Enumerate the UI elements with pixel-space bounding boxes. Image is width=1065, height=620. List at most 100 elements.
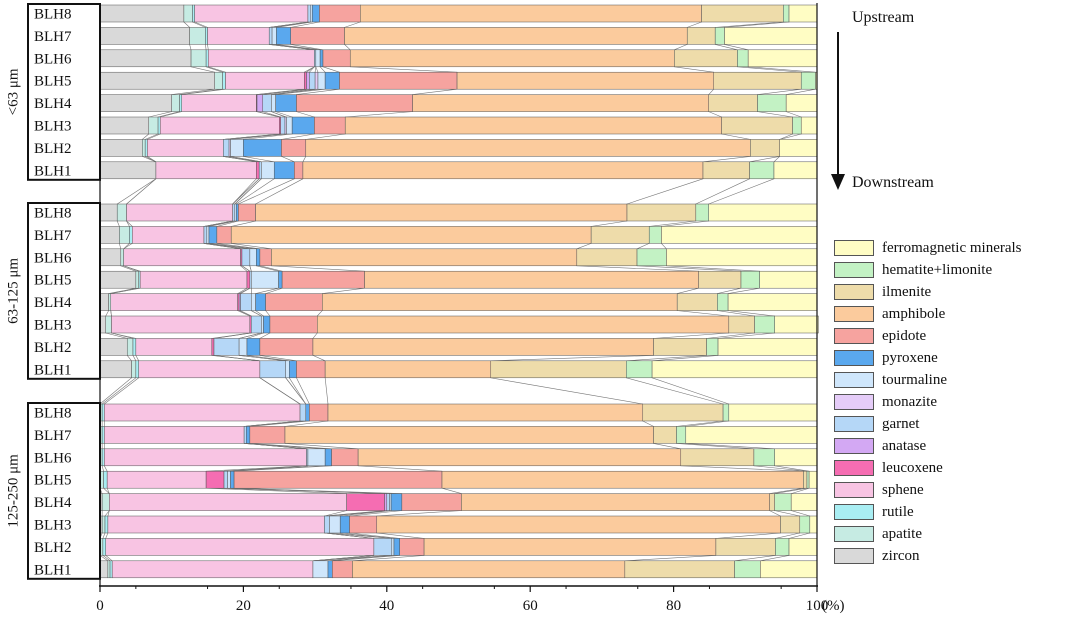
bar-segment: [99, 203, 118, 222]
connector-line: [276, 21, 313, 28]
bar-segment: [713, 71, 802, 90]
connector-line: [255, 310, 264, 317]
connector-line: [352, 555, 425, 562]
bar-segment: [255, 293, 266, 311]
connector-line: [104, 510, 110, 517]
sample-bar: [99, 360, 818, 379]
bar-segment: [322, 49, 351, 68]
sample-label: BLH6: [34, 250, 72, 266]
bar-segment: [590, 226, 650, 244]
connector-line: [760, 555, 790, 562]
bar-segment: [139, 270, 248, 289]
legend-label: anatase: [882, 438, 927, 454]
bar-segment: [391, 538, 395, 556]
connector-line: [239, 332, 262, 339]
connector-line: [322, 66, 340, 73]
bar-segment: [262, 94, 272, 112]
sample-bar: [99, 338, 818, 356]
legend-item: garnet: [834, 414, 1065, 436]
connector-line: [126, 220, 133, 227]
connector-line: [249, 265, 252, 272]
sample-label: BLH3: [34, 318, 72, 334]
bar-segment: [99, 293, 109, 311]
connector-line: [576, 243, 592, 250]
connector-line: [142, 133, 149, 140]
connector-line: [208, 66, 226, 73]
connector-line: [256, 265, 279, 272]
bar-segment: [324, 515, 330, 534]
sample-label: BLH7: [34, 228, 72, 244]
sample-bar: [99, 139, 818, 157]
bar-segment: [642, 403, 724, 422]
legend-label: leucoxene: [882, 460, 943, 476]
bar-segment: [99, 139, 143, 157]
sample-bar: [99, 538, 818, 556]
bar-segment: [384, 493, 388, 511]
connector-line: [116, 220, 120, 227]
bar-segment: [103, 470, 108, 489]
bar-segment: [286, 116, 293, 135]
bar-segment: [339, 515, 350, 534]
bar-area: BLH8 BLH7 BLH6 BLH5 BLH4 BLH3 BLH2 BLH1 BLH8 BLH7…: [34, 4, 819, 579]
legend-item: zircon: [834, 546, 1065, 568]
connector-line: [306, 66, 315, 73]
connector-line: [281, 133, 315, 140]
sample-label: BLH8: [34, 406, 72, 422]
connector-line: [591, 220, 628, 227]
sample-bar: [99, 426, 818, 444]
sample-bar: [99, 116, 818, 135]
bar-segment: [774, 448, 818, 467]
sample-bar: [99, 515, 818, 534]
connector-line: [653, 443, 681, 450]
bar-segment: [760, 560, 818, 579]
bar-segment: [106, 470, 207, 489]
bar-segment: [309, 403, 329, 422]
connector-line: [208, 243, 257, 250]
bar-segment: [754, 315, 775, 334]
bar-segment: [686, 27, 716, 45]
connector-line: [685, 420, 729, 427]
bar-segment: [246, 270, 251, 289]
bar-segment: [757, 94, 787, 112]
legend-swatch: [834, 548, 874, 564]
connector-line: [340, 510, 392, 517]
connector-line: [753, 465, 807, 472]
legend-item: hematite+limonite: [834, 260, 1065, 282]
sample-bar: [99, 293, 818, 311]
bar-segment: [99, 27, 190, 45]
bar-segment: [774, 315, 819, 334]
connector-line: [441, 487, 462, 494]
connector-line: [147, 133, 161, 140]
x-tick-label: 20: [236, 598, 251, 614]
connector-line: [791, 487, 810, 494]
bar-segment: [312, 560, 329, 579]
connector-line: [208, 220, 237, 227]
bar-segment: [281, 270, 365, 289]
bar-segment: [785, 94, 818, 112]
bar-segment: [251, 315, 262, 334]
legend-swatch: [834, 328, 874, 344]
bar-segment: [357, 448, 682, 467]
bar-segment: [216, 226, 232, 244]
bar-segment: [268, 27, 273, 45]
sample-label: BLH4: [34, 96, 72, 112]
legend-swatch: [834, 438, 874, 454]
connector-line: [296, 111, 315, 118]
connector-line: [769, 487, 804, 494]
bar-segment: [99, 560, 109, 579]
connector-line: [734, 555, 776, 562]
connector-line: [110, 310, 112, 317]
bar-segment: [737, 49, 749, 68]
connector-line: [119, 243, 122, 249]
connector-line: [289, 377, 307, 405]
connector-line: [314, 66, 317, 73]
connector-line: [216, 243, 260, 250]
group-label: 63-125 μm: [5, 258, 21, 324]
connector-line: [206, 487, 347, 494]
bar-segment: [259, 360, 286, 379]
bar-segment: [205, 49, 209, 68]
bar-segment: [390, 493, 403, 511]
bar-segment: [799, 515, 811, 534]
connector-line: [651, 377, 729, 405]
